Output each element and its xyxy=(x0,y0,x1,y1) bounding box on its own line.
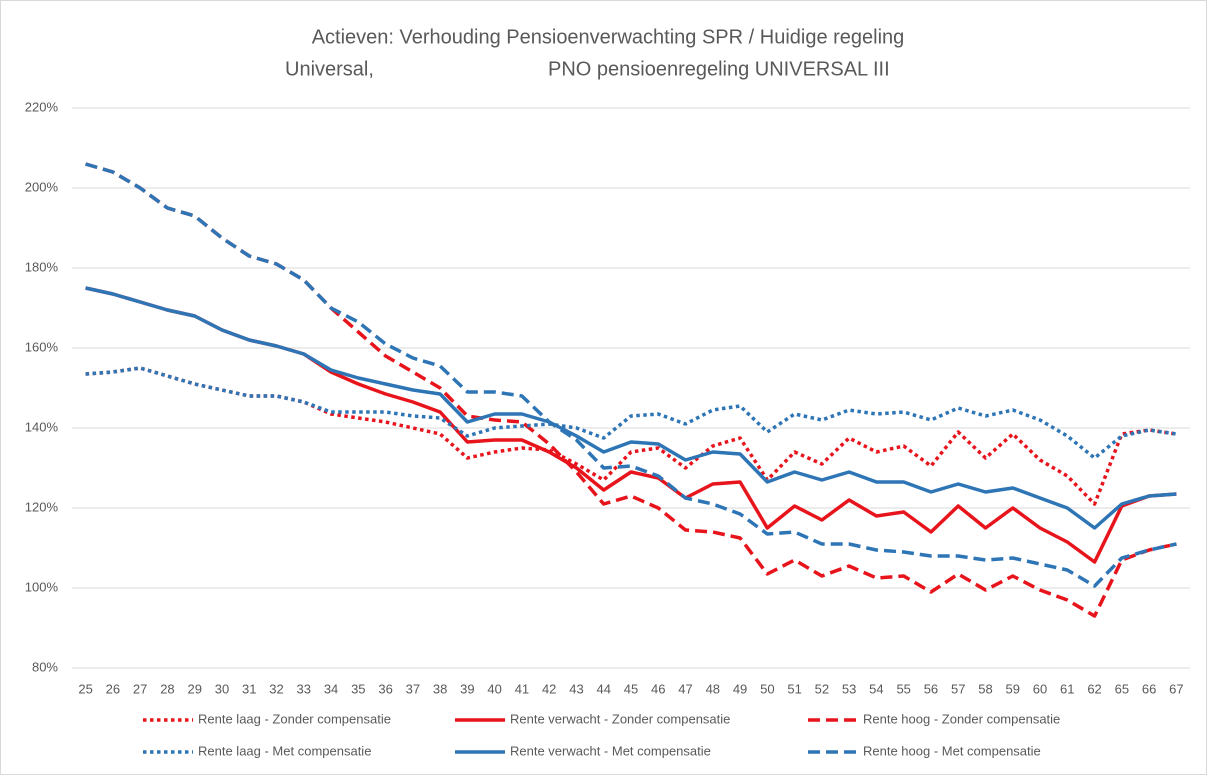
x-tick-label: 59 xyxy=(1006,681,1020,696)
x-tick-label: 50 xyxy=(760,681,774,696)
x-tick-label: 31 xyxy=(242,681,256,696)
legend-label: Rente hoog - Zonder compensatie xyxy=(863,711,1060,726)
x-tick-label: 53 xyxy=(842,681,856,696)
y-tick-label: 100% xyxy=(25,579,59,594)
y-tick-label: 80% xyxy=(32,659,58,674)
x-tick-label: 54 xyxy=(869,681,883,696)
x-tick-label: 29 xyxy=(187,681,201,696)
x-tick-label: 37 xyxy=(406,681,420,696)
x-tick-label: 28 xyxy=(160,681,174,696)
x-tick-label: 33 xyxy=(297,681,311,696)
x-tick-label: 32 xyxy=(269,681,283,696)
x-tick-label: 27 xyxy=(133,681,147,696)
y-tick-label: 180% xyxy=(25,259,59,274)
chart-subtitle: Universal, xyxy=(285,58,374,80)
x-tick-label: 48 xyxy=(706,681,720,696)
series-line xyxy=(85,286,1177,530)
y-tick-label: 160% xyxy=(25,339,59,354)
x-tick-label: 25 xyxy=(78,681,92,696)
chart-subtitle: PNO pensioenregeling UNIVERSAL III xyxy=(548,58,890,80)
x-tick-label: 36 xyxy=(378,681,392,696)
x-tick-label: 66 xyxy=(1142,681,1156,696)
legend-label: Rente verwacht - Zonder compensatie xyxy=(510,711,730,726)
x-tick-label: 30 xyxy=(215,681,229,696)
x-tick-label: 52 xyxy=(815,681,829,696)
x-tick-label: 51 xyxy=(787,681,801,696)
x-tick-label: 56 xyxy=(924,681,938,696)
chart-title: Actieven: Verhouding Pensioenverwachting… xyxy=(312,26,905,48)
x-tick-label: 58 xyxy=(978,681,992,696)
x-tick-label: 34 xyxy=(324,681,338,696)
x-tick-label: 57 xyxy=(951,681,965,696)
x-tick-label: 40 xyxy=(487,681,501,696)
x-tick-label: 42 xyxy=(542,681,556,696)
x-tick-label: 61 xyxy=(1060,681,1074,696)
series-line xyxy=(85,366,1177,506)
x-tick-label: 41 xyxy=(515,681,529,696)
legend-label: Rente hoog - Met compensatie xyxy=(863,743,1041,758)
series-line xyxy=(85,162,1177,588)
legend-label: Rente verwacht - Met compensatie xyxy=(510,743,711,758)
x-tick-label: 47 xyxy=(678,681,692,696)
x-tick-label: 62 xyxy=(1087,681,1101,696)
y-tick-label: 220% xyxy=(25,99,59,114)
x-tick-label: 39 xyxy=(460,681,474,696)
legend-label: Rente laag - Zonder compensatie xyxy=(198,711,391,726)
x-tick-label: 26 xyxy=(106,681,120,696)
x-tick-label: 35 xyxy=(351,681,365,696)
x-tick-label: 55 xyxy=(896,681,910,696)
x-tick-label: 43 xyxy=(569,681,583,696)
x-tick-label: 38 xyxy=(433,681,447,696)
x-tick-label: 45 xyxy=(624,681,638,696)
legend-label: Rente laag - Met compensatie xyxy=(198,743,371,758)
x-tick-label: 46 xyxy=(651,681,665,696)
y-tick-label: 120% xyxy=(25,499,59,514)
x-tick-label: 60 xyxy=(1033,681,1047,696)
x-tick-label: 65 xyxy=(1115,681,1129,696)
x-tick-label: 49 xyxy=(733,681,747,696)
y-tick-label: 200% xyxy=(25,179,59,194)
x-tick-label: 67 xyxy=(1169,681,1183,696)
y-tick-label: 140% xyxy=(25,419,59,434)
series-line xyxy=(85,366,1177,460)
x-tick-label: 44 xyxy=(596,681,610,696)
